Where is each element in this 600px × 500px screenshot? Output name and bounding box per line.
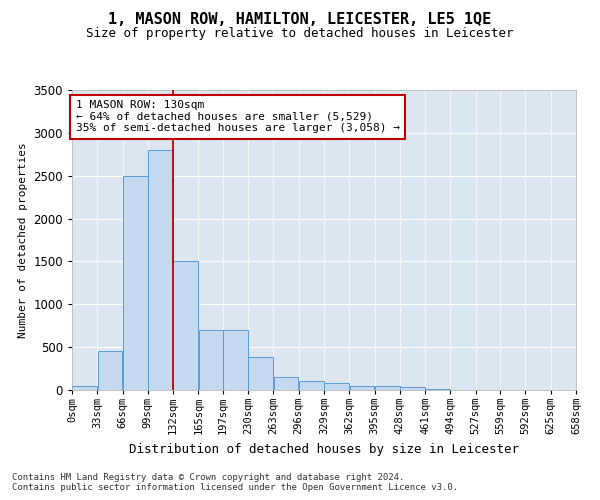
- Bar: [98, 352, 122, 390]
- Bar: [72, 386, 97, 390]
- Text: Size of property relative to detached houses in Leicester: Size of property relative to detached ho…: [86, 28, 514, 40]
- Bar: [299, 382, 324, 390]
- Bar: [123, 176, 148, 390]
- Text: 1, MASON ROW, HAMILTON, LEICESTER, LE5 1QE: 1, MASON ROW, HAMILTON, LEICESTER, LE5 1…: [109, 12, 491, 28]
- Bar: [324, 383, 349, 390]
- Text: Contains HM Land Registry data © Crown copyright and database right 2024.
Contai: Contains HM Land Registry data © Crown c…: [12, 473, 458, 492]
- Text: 1 MASON ROW: 130sqm
← 64% of detached houses are smaller (5,529)
35% of semi-det: 1 MASON ROW: 130sqm ← 64% of detached ho…: [76, 100, 400, 134]
- Bar: [375, 386, 400, 390]
- Bar: [274, 377, 298, 390]
- Bar: [248, 358, 273, 390]
- Bar: [425, 389, 450, 390]
- Y-axis label: Number of detached properties: Number of detached properties: [18, 142, 28, 338]
- Bar: [400, 388, 425, 390]
- Bar: [199, 330, 223, 390]
- Bar: [350, 386, 374, 390]
- Bar: [148, 150, 173, 390]
- X-axis label: Distribution of detached houses by size in Leicester: Distribution of detached houses by size …: [129, 443, 519, 456]
- Bar: [173, 262, 198, 390]
- Bar: [223, 330, 248, 390]
